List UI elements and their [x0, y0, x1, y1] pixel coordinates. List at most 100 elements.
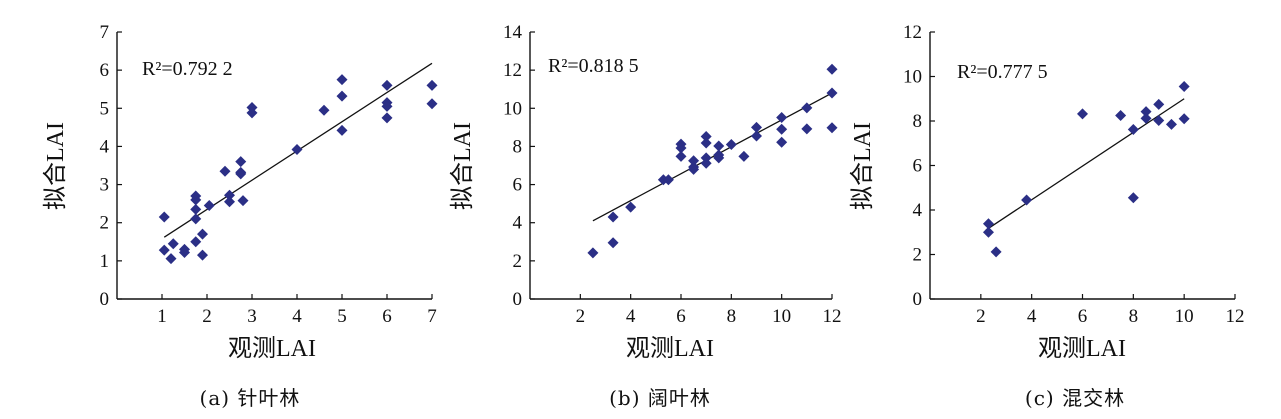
data-point: [167, 238, 179, 250]
data-point: [662, 174, 674, 186]
data-point: [675, 150, 687, 162]
data-point: [190, 236, 202, 248]
data-point: [291, 143, 303, 155]
panel-caption: (c) 混交林: [1025, 386, 1125, 410]
data-point: [738, 150, 750, 162]
data-point: [826, 122, 838, 134]
data-point: [381, 100, 393, 112]
data-point: [725, 139, 737, 151]
x-tick-label: 4: [1027, 306, 1037, 327]
data-point: [336, 90, 348, 102]
fit-line: [592, 92, 833, 222]
data-point: [625, 201, 637, 213]
x-axis-label: 观测LAI: [626, 335, 714, 362]
x-tick-label: 2: [576, 306, 586, 327]
y-tick-label: 6: [100, 60, 110, 81]
x-tick-label: 2: [976, 306, 986, 327]
data-point: [179, 246, 190, 258]
y-tick-label: 0: [913, 289, 923, 310]
data-point: [165, 253, 177, 265]
y-tick-label: 4: [100, 136, 110, 157]
panel-broadleaf: 0 2 4 6 8 10 12 14 2 4 6 8 10 12 R²=0.818 5 观测LAI 拟合…: [449, 22, 842, 410]
y-tick-label: 4: [913, 200, 923, 221]
x-tick-label: 12: [1226, 306, 1245, 327]
data-point: [713, 152, 725, 164]
y-tick-label: 3: [100, 175, 110, 196]
panel-caption: (a) 针叶林: [200, 386, 301, 410]
data-point: [688, 155, 700, 167]
data-point: [1178, 113, 1190, 125]
r2-annotation: R²=0.777 5: [957, 61, 1048, 83]
y-tick-label: 10: [903, 67, 922, 88]
x-tick-label: 7: [427, 306, 437, 327]
data-point: [607, 211, 619, 223]
x-tick-label: 1: [157, 306, 167, 327]
data-point: [776, 136, 788, 148]
data-point: [235, 156, 247, 168]
data-point: [700, 157, 712, 169]
y-tick-label: 8: [913, 111, 923, 132]
data-point: [826, 63, 838, 75]
fit-line: [985, 98, 1185, 231]
data-point: [801, 102, 813, 114]
data-point: [751, 121, 762, 133]
x-axis-label: 观测LAI: [1038, 335, 1126, 362]
data-point: [190, 203, 202, 215]
data-point: [1077, 108, 1088, 120]
y-tick-label: 5: [100, 98, 110, 119]
data-point: [700, 137, 712, 149]
panel-mixed: 0 2 4 6 8 10 12 2 4 6 8 10 12 R²=0.777 5 观测LAI 拟合LA…: [849, 22, 1245, 410]
data-point: [381, 112, 393, 124]
data-point: [336, 124, 348, 136]
data-point: [826, 87, 838, 99]
data-point: [1178, 81, 1190, 93]
data-point: [190, 213, 202, 225]
x-tick-label: 6: [676, 306, 686, 327]
data-point: [158, 244, 170, 256]
data-point: [197, 228, 208, 240]
data-point: [751, 130, 762, 142]
data-point: [990, 246, 1002, 258]
data-point: [224, 189, 235, 201]
y-tick-label: 4: [513, 213, 523, 234]
y-axis-label: 拟合LAI: [42, 122, 69, 210]
y-tick-label: 6: [913, 156, 923, 177]
data-point: [203, 200, 215, 212]
x-tick-label: 10: [1175, 306, 1194, 327]
data-point: [982, 218, 994, 230]
y-tick-label: 7: [100, 22, 110, 43]
data-point: [607, 237, 619, 249]
data-point: [318, 104, 330, 116]
data-point: [1115, 109, 1127, 121]
data-point: [426, 79, 438, 91]
x-tick-label: 5: [337, 306, 347, 327]
y-tick-label: 8: [513, 136, 523, 157]
data-point: [776, 123, 788, 135]
x-tick-label: 10: [772, 306, 791, 327]
y-tick-label: 12: [903, 22, 922, 43]
data-point: [219, 165, 231, 177]
y-tick-label: 2: [913, 245, 923, 266]
data-point: [246, 107, 258, 119]
data-point: [713, 140, 725, 152]
y-tick-label: 10: [503, 98, 522, 119]
data-point: [197, 249, 208, 261]
y-tick-label: 6: [513, 175, 523, 196]
data-point: [336, 74, 348, 86]
data-point: [237, 195, 249, 207]
y-tick-label: 0: [100, 289, 110, 310]
data-point: [801, 123, 813, 135]
r2-annotation: R²=0.818 5: [548, 55, 639, 77]
x-tick-label: 8: [727, 306, 737, 327]
data-point: [1127, 123, 1139, 135]
x-tick-label: 12: [823, 306, 842, 327]
data-point: [1165, 118, 1177, 130]
data-point: [776, 111, 788, 123]
x-axis-label: 观测LAI: [228, 335, 316, 362]
data-point: [688, 163, 700, 175]
data-point: [675, 142, 687, 154]
data-point: [381, 79, 393, 91]
y-tick-label: 1: [100, 251, 110, 272]
